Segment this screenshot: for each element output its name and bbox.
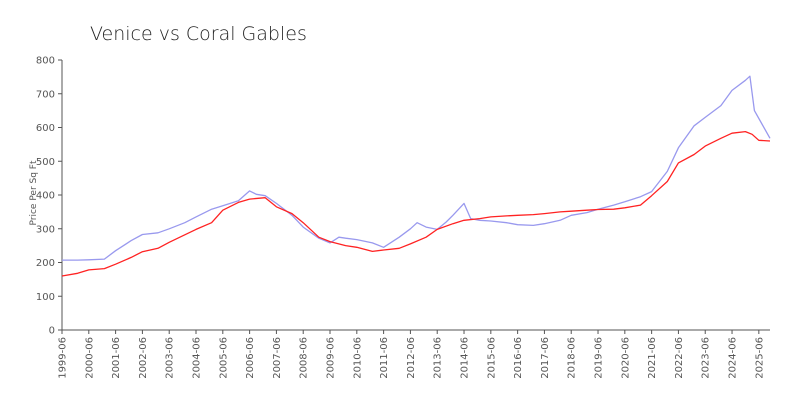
x-tick-label: 2023-06 [701,337,712,379]
x-tick-label: 2018-06 [567,337,578,379]
y-axis-label: Price Per Sq Ft [29,160,39,225]
y-tick-label: 300 [36,224,55,235]
x-tick-label: 2015-06 [486,337,497,379]
x-tick-label: 2003-06 [165,337,176,379]
x-tick-label: 2009-06 [326,337,337,379]
x-tick-label: 2020-06 [620,337,631,379]
x-tick-label: 2014-06 [460,337,471,379]
chart-title: Venice vs Coral Gables [90,23,307,45]
series-layer [61,75,771,277]
x-tick-label: 2007-06 [272,337,283,379]
series-line-2 [61,130,771,277]
y-tick-label: 0 [49,326,55,337]
x-tick-label: 2016-06 [513,337,524,379]
x-tick-label: 2011-06 [379,337,390,379]
x-tick-label: 2019-06 [594,337,605,379]
y-ticks: 0 100 200 300 400 500 600 700 800 [36,56,62,337]
x-tick-label: 2000-06 [84,337,95,379]
x-tick-label: 2024-06 [728,337,739,379]
y-tick-label: 500 [36,157,55,168]
y-tick-label: 200 [36,258,55,269]
y-tick-label: 800 [36,56,55,67]
x-tick-label: 2013-06 [433,337,444,379]
x-tick-label: 2012-06 [406,337,417,379]
y-tick-label: 400 [36,191,55,202]
x-tick-label: 2002-06 [138,337,149,379]
x-tick-label: 2008-06 [299,337,310,379]
x-tick-label: 2004-06 [192,337,203,379]
series-line-1 [62,75,771,261]
x-tick-label: 2017-06 [540,337,551,379]
x-tick-label: 2022-06 [674,337,685,379]
x-tick-label: 2010-06 [352,337,363,379]
x-tick-label: 2001-06 [111,337,122,379]
x-tick-label: 1999-06 [58,337,69,379]
y-tick-label: 600 [36,123,55,134]
x-ticks: 1999-06 2000-06 2001-06 2002-06 2003-06 2004-… [58,330,765,379]
x-tick-label: 2005-06 [218,337,229,379]
y-tick-label: 700 [36,89,55,100]
y-tick-label: 100 [36,292,55,303]
x-tick-label: 2021-06 [647,337,658,379]
x-tick-label: 2006-06 [245,337,256,379]
x-tick-label: 2025-06 [754,337,765,379]
